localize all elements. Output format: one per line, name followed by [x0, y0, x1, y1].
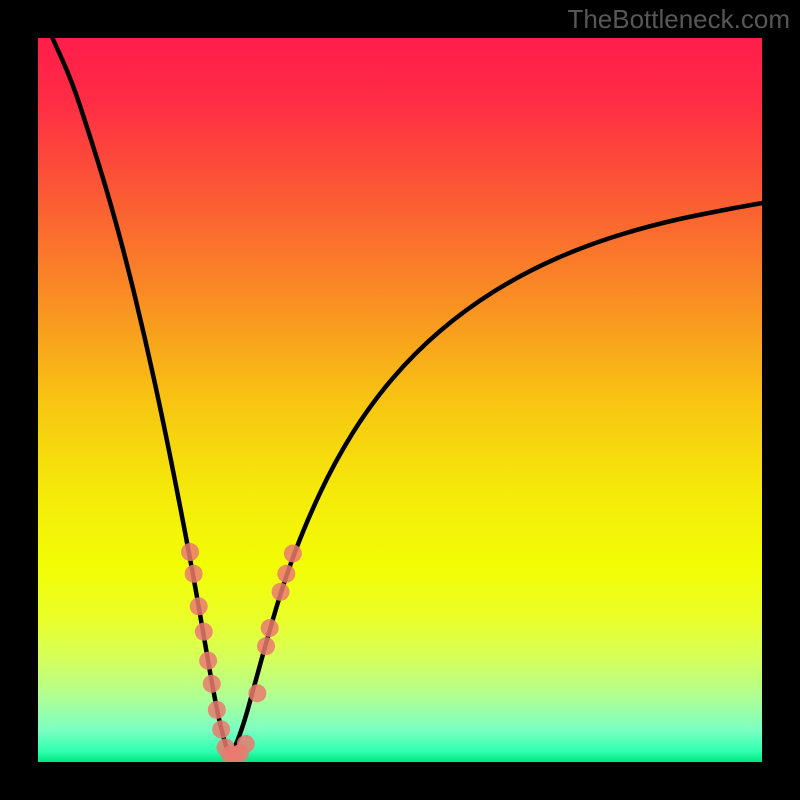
- watermark-text: TheBottleneck.com: [567, 4, 790, 35]
- data-marker: [272, 583, 290, 601]
- data-marker: [248, 684, 266, 702]
- data-marker: [261, 619, 279, 637]
- data-marker: [203, 675, 221, 693]
- data-marker: [199, 652, 217, 670]
- data-marker: [185, 565, 203, 583]
- data-marker: [208, 701, 226, 719]
- data-marker: [190, 597, 208, 615]
- data-marker: [212, 720, 230, 738]
- data-marker: [277, 565, 295, 583]
- data-marker: [284, 544, 302, 562]
- data-marker: [195, 623, 213, 641]
- data-marker: [257, 637, 275, 655]
- plot-area: [38, 38, 762, 762]
- chart-root: TheBottleneck.com: [0, 0, 800, 800]
- data-marker: [237, 735, 255, 753]
- plot-svg: [38, 38, 762, 762]
- data-marker: [181, 543, 199, 561]
- gradient-background: [38, 38, 762, 762]
